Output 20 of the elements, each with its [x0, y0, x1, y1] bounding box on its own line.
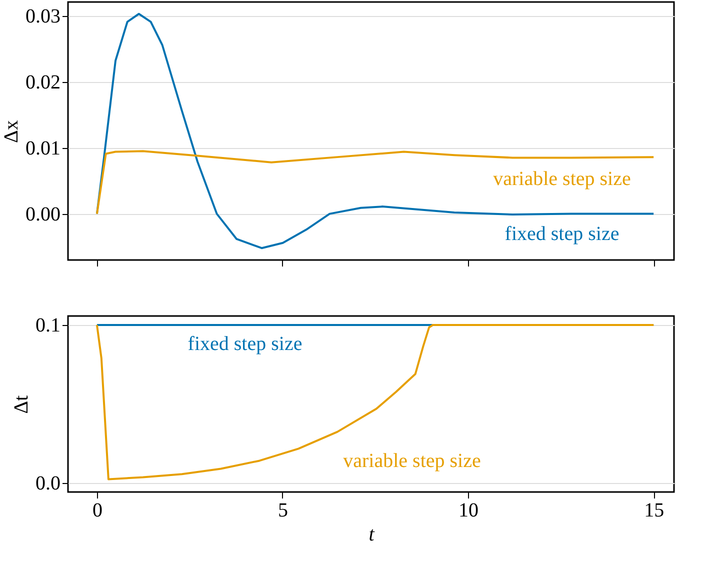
series-label: variable step size: [493, 168, 631, 190]
x-tick-label: 0: [92, 500, 102, 522]
y-axis-title: Δt: [10, 394, 32, 414]
y-axis-title: Δx: [0, 120, 22, 143]
x-tick-label: 5: [278, 500, 288, 522]
line-series: [96, 12, 655, 250]
y-tick-label: 0.03: [26, 5, 60, 28]
y-tick-label: 0.1: [36, 314, 60, 337]
x-axis-title: t: [368, 524, 375, 546]
y-tick-label: 0.01: [26, 137, 60, 160]
series-label: fixed step size: [504, 223, 620, 245]
series-label: variable step size: [343, 450, 481, 472]
x-tick-label: 10: [458, 500, 479, 522]
y-tick-label: 0.02: [26, 71, 60, 94]
x-tick-label: 15: [644, 500, 664, 522]
line-series: [96, 324, 655, 480]
series-label: fixed step size: [188, 333, 302, 355]
y-tick-label: 0.0: [36, 472, 60, 494]
line-series: [96, 150, 655, 215]
y-tick-label: 0.00: [26, 203, 60, 226]
